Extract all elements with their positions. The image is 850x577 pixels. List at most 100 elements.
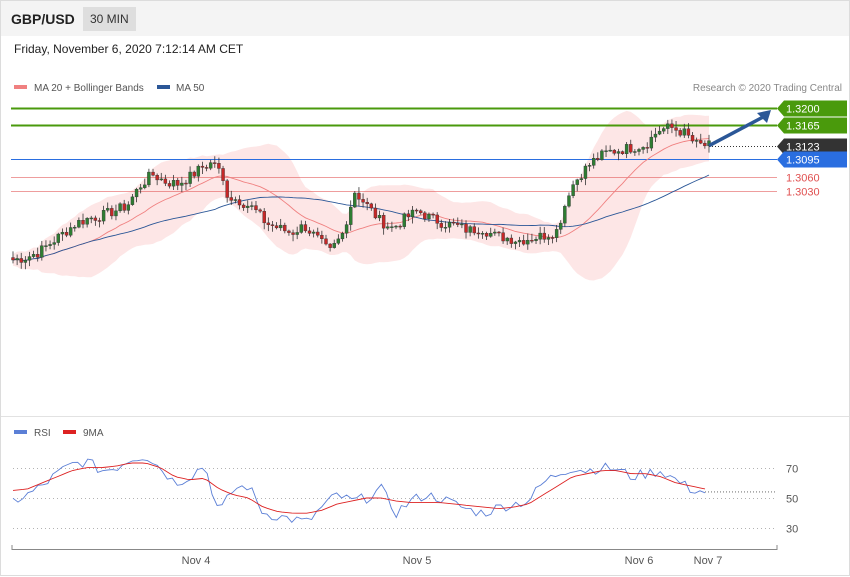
candle <box>200 161 205 175</box>
candle <box>439 219 444 232</box>
candle <box>64 227 69 238</box>
candle <box>97 217 102 228</box>
candle <box>509 234 514 248</box>
candle <box>258 208 262 214</box>
candle <box>410 205 415 224</box>
candle <box>250 201 254 211</box>
candle <box>283 222 287 234</box>
candle <box>262 208 266 230</box>
candle <box>460 219 464 229</box>
x-tick-label: Nov 6 <box>625 555 654 567</box>
candle <box>414 208 419 214</box>
candle <box>233 196 238 204</box>
candle <box>435 212 439 230</box>
rsi-ma-legend-swatch <box>63 430 76 434</box>
candle <box>213 156 217 168</box>
candle <box>15 254 19 266</box>
candle <box>390 221 394 232</box>
candle <box>311 229 316 238</box>
candle <box>180 176 184 192</box>
candle <box>324 234 328 246</box>
candle <box>591 153 596 169</box>
candle <box>583 163 588 186</box>
candle <box>134 187 139 203</box>
candle <box>287 229 291 236</box>
candle <box>303 220 308 233</box>
candle <box>122 199 126 213</box>
candle <box>60 228 65 241</box>
candle <box>398 224 402 230</box>
candle <box>101 205 106 225</box>
ma20-legend-label: MA 20 + Bollinger Bands <box>34 83 144 94</box>
candle <box>534 236 538 244</box>
candle <box>546 234 551 245</box>
support-level-label: 1.3060 <box>786 173 820 185</box>
candle <box>56 232 61 246</box>
candle <box>126 201 131 215</box>
ma50-legend-label: MA 50 <box>176 83 205 94</box>
candle <box>571 180 575 199</box>
rsi-level-label: 50 <box>786 494 798 506</box>
candle <box>373 203 378 220</box>
chart-datetime: Friday, November 6, 2020 7:12:14 AM CET <box>14 42 244 56</box>
candle <box>155 173 159 186</box>
candle <box>678 128 682 138</box>
candle <box>118 202 122 213</box>
candle <box>229 190 233 205</box>
candle <box>600 149 604 161</box>
candle <box>254 201 258 214</box>
target-arrow <box>708 110 771 148</box>
candle <box>497 231 501 237</box>
candle <box>328 243 332 252</box>
candle <box>27 251 32 267</box>
candle <box>596 152 600 162</box>
candle <box>176 177 180 191</box>
candle <box>542 227 546 243</box>
candle <box>612 149 616 156</box>
candle <box>295 226 299 240</box>
candle <box>278 218 283 231</box>
candle <box>649 130 654 151</box>
candle <box>641 146 645 154</box>
candle <box>505 236 509 245</box>
support-level-label: 1.3030 <box>786 187 820 199</box>
rsi-legend-swatch <box>14 430 27 434</box>
candle <box>550 235 555 244</box>
candle <box>68 222 73 238</box>
candle <box>349 200 353 231</box>
candle <box>563 204 567 227</box>
candle <box>682 123 686 138</box>
candle <box>694 137 699 148</box>
credit-text: Research © 2020 Trading Central <box>693 83 842 94</box>
candle <box>406 209 411 222</box>
pivot-level-label: 1.3095 <box>786 155 820 167</box>
candle <box>472 223 476 236</box>
target-level-tag <box>777 117 847 134</box>
target-level-label: 1.3165 <box>786 121 820 133</box>
candle <box>620 150 625 155</box>
candle <box>274 222 279 230</box>
candle <box>159 172 163 182</box>
candle <box>464 220 468 239</box>
candle <box>369 202 373 211</box>
candle <box>85 217 89 228</box>
bollinger-band-fill <box>13 110 709 281</box>
candle <box>521 234 526 246</box>
candle <box>344 221 349 239</box>
candle <box>143 178 147 190</box>
candle <box>246 200 250 213</box>
candle <box>130 193 135 206</box>
timeframe-button[interactable]: 30 MIN <box>83 7 136 31</box>
candle <box>484 231 489 240</box>
candle <box>674 120 678 137</box>
x-tick-label: Nov 4 <box>182 555 211 567</box>
rsi-level-label: 30 <box>786 524 798 536</box>
projection-arrow-head <box>757 110 771 123</box>
candle <box>616 148 621 161</box>
candle <box>31 250 36 259</box>
candle <box>645 142 649 154</box>
candle <box>192 170 196 179</box>
candle <box>11 251 15 264</box>
